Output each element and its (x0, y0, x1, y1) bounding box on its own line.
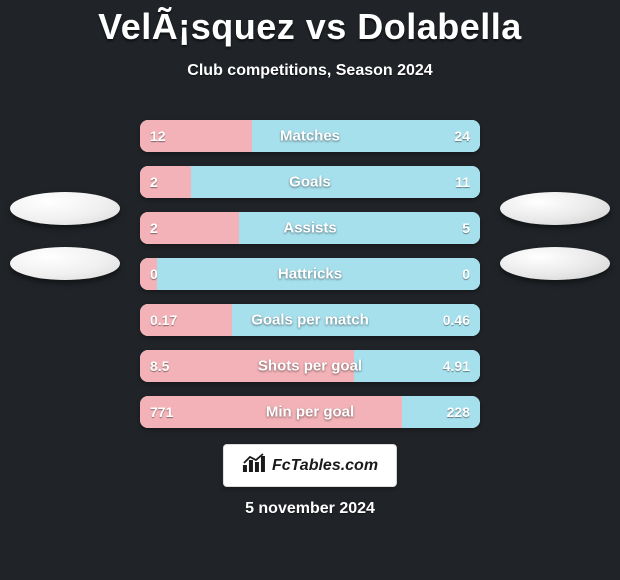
page-title: VelÃ¡squez vs Dolabella (0, 0, 620, 48)
footer-date: 5 november 2024 (0, 500, 620, 518)
stat-bar: 1224Matches (140, 120, 480, 152)
brand-badge: FcTables.com (223, 444, 397, 487)
stat-bar: 00Hattricks (140, 258, 480, 290)
page-subtitle: Club competitions, Season 2024 (0, 62, 620, 80)
stat-bar-label: Goals (140, 174, 480, 191)
avatar-col-left (10, 192, 120, 280)
player-left-avatar (10, 192, 120, 225)
stat-bar: 771228Min per goal (140, 396, 480, 428)
stat-bar-label: Goals per match (140, 312, 480, 329)
stat-bar: 8.54.91Shots per goal (140, 350, 480, 382)
stat-bar-label: Assists (140, 220, 480, 237)
brand-text: FcTables.com (272, 457, 378, 475)
player-right-avatar (500, 192, 610, 225)
player-right-avatar-alt (500, 247, 610, 280)
stat-bar-label: Hattricks (140, 266, 480, 283)
player-left-avatar-alt (10, 247, 120, 280)
stat-bar: 211Goals (140, 166, 480, 198)
stat-bar-label: Matches (140, 128, 480, 145)
chart-icon (242, 453, 266, 478)
avatar-col-right (500, 192, 610, 280)
stat-bar: 25Assists (140, 212, 480, 244)
stat-bar-label: Min per goal (140, 404, 480, 421)
stat-bar: 0.170.46Goals per match (140, 304, 480, 336)
comparison-bars: 1224Matches 211Goals 25Assists 00Hattricks 0… (140, 120, 480, 428)
stat-bar-label: Shots per goal (140, 358, 480, 375)
